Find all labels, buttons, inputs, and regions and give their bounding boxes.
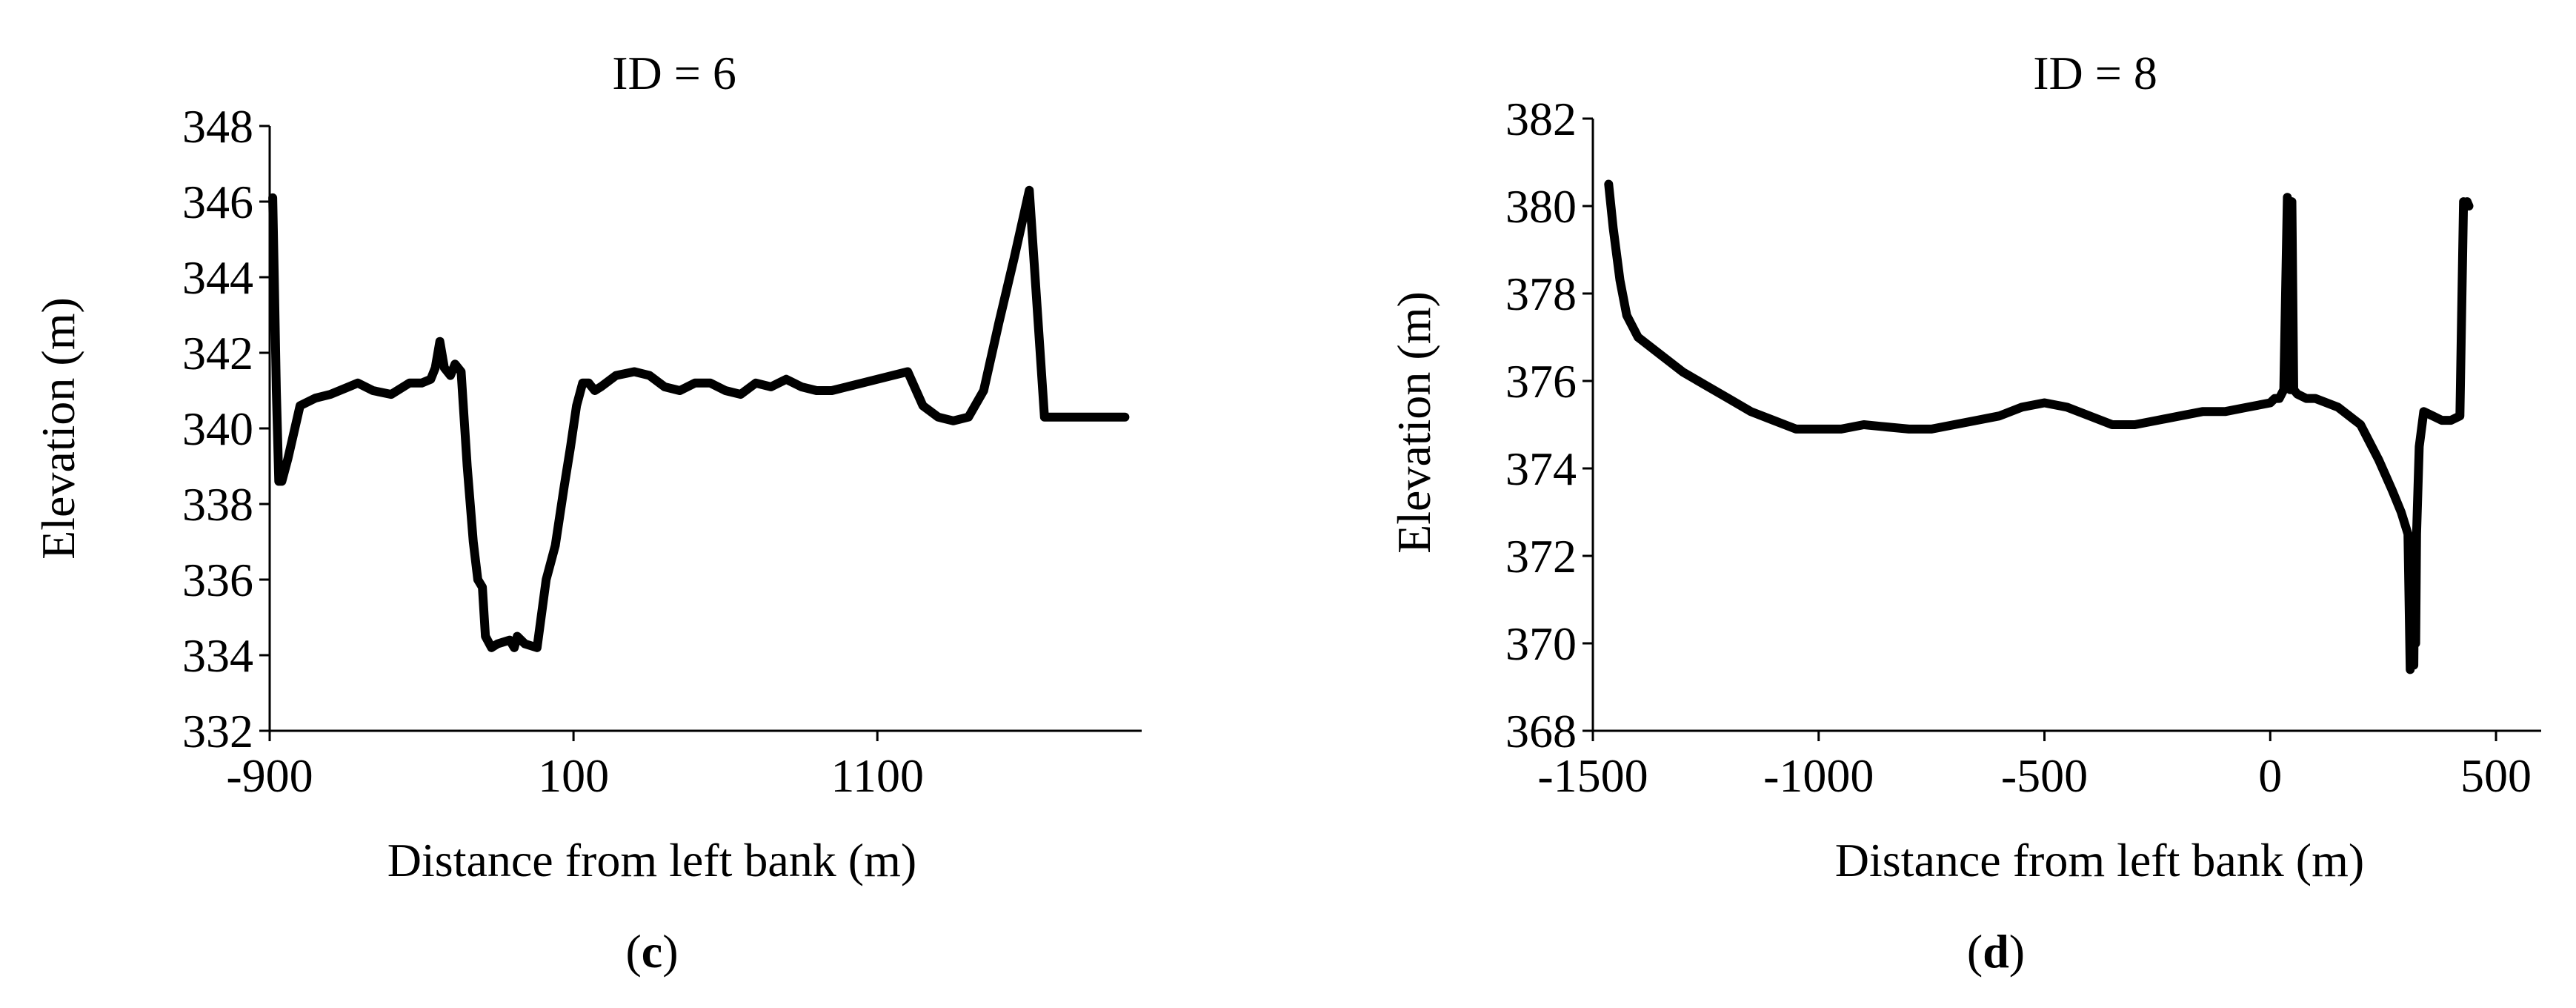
- y-tick-label-d: 376: [1505, 355, 1577, 408]
- y-tick-group-c: 332 334 336 338 340 342 344 346 348: [182, 100, 270, 757]
- x-tick-label-c: 100: [538, 749, 609, 802]
- y-tick-label-d: 370: [1505, 617, 1577, 670]
- panel-label-c: (c): [625, 925, 678, 978]
- x-tick-label-c: -900: [226, 749, 313, 802]
- x-tick-group-d: -1500 -1000 -500 0 500: [1537, 731, 2532, 802]
- y-tick-group-d: 368 370 372 374 376 378 380 382: [1505, 93, 1593, 757]
- panel-letter-c: c: [642, 925, 662, 978]
- series-line-c: [268, 185, 1130, 652]
- x-tick-label-d: -500: [2001, 749, 2088, 802]
- chart-title-d: ID = 8: [2033, 47, 2157, 99]
- y-tick-label-c: 344: [182, 251, 253, 304]
- y-tick-label-d: 374: [1505, 442, 1577, 495]
- y-tick-label-c: 340: [182, 402, 253, 455]
- x-tick-label-c: 1100: [831, 749, 924, 802]
- x-tick-label-d: 0: [2258, 749, 2282, 802]
- series-line-d: [1604, 179, 2474, 674]
- x-axis-title-c: Distance from left bank (m): [387, 834, 916, 886]
- y-tick-label-c: 332: [182, 705, 253, 757]
- y-tick-label-c: 346: [182, 176, 253, 228]
- panel-letter-d: d: [1983, 925, 2009, 978]
- y-axis-title-c: Elevation (m): [32, 297, 84, 560]
- y-tick-label-d: 378: [1505, 268, 1577, 320]
- x-tick-group-c: -900 100 1100: [226, 731, 924, 802]
- y-tick-label-c: 342: [182, 327, 253, 379]
- y-tick-label-c: 334: [182, 629, 253, 682]
- y-axis-title-d: Elevation (m): [1388, 291, 1440, 554]
- x-tick-label-d: -1500: [1537, 749, 1648, 802]
- x-axis-title-d: Distance from left bank (m): [1835, 834, 2364, 886]
- y-tick-label-d: 372: [1505, 530, 1577, 583]
- y-tick-label-c: 336: [182, 554, 253, 606]
- y-tick-label-c: 348: [182, 100, 253, 153]
- x-tick-label-d: 500: [2460, 749, 2532, 802]
- chart-title-c: ID = 6: [612, 47, 736, 99]
- panel-c: ID = 6 332 334 336 338 340 342 344 346 348 -900 1…: [32, 47, 1142, 978]
- panel-label-d: (d): [1967, 925, 2025, 978]
- panel-d: ID = 8 368 370 372 374 376 378 380 382 -1500 -10…: [1388, 47, 2541, 978]
- y-tick-label-d: 368: [1505, 705, 1577, 757]
- y-tick-label-c: 338: [182, 478, 253, 531]
- y-tick-label-d: 382: [1505, 93, 1577, 145]
- y-tick-label-d: 380: [1505, 180, 1577, 233]
- x-tick-label-d: -1000: [1763, 749, 1874, 802]
